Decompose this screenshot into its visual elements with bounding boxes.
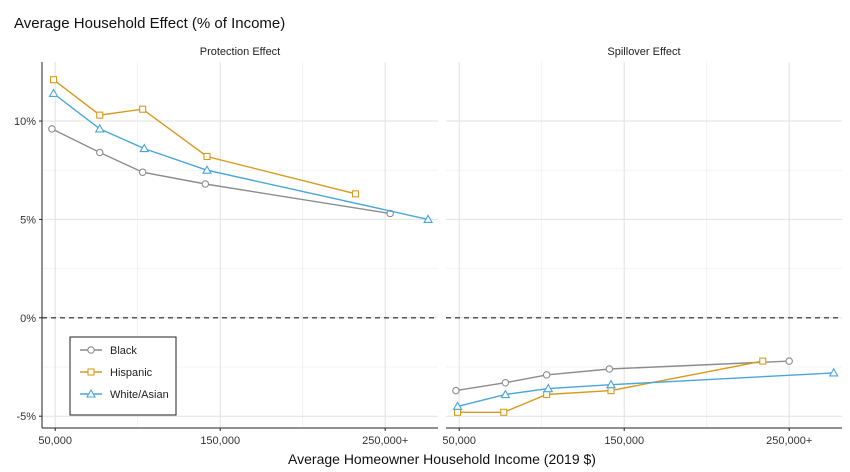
series-black xyxy=(48,125,394,218)
data-point xyxy=(452,401,463,410)
data-point xyxy=(501,378,510,387)
legend: Black Hispanic White/Asian xyxy=(69,336,177,416)
x-tick-label: 50,000 xyxy=(38,435,72,447)
grid xyxy=(446,62,842,428)
data-point xyxy=(202,165,212,174)
data-point xyxy=(543,383,554,393)
legend-item-white-asian: White/Asian xyxy=(80,388,169,401)
series-hispanic xyxy=(49,76,360,198)
data-point xyxy=(542,371,551,379)
panel-title: Protection Effect xyxy=(200,46,281,58)
data-point xyxy=(606,379,616,389)
data-point xyxy=(48,88,59,98)
legend-swatch-marker xyxy=(87,368,95,376)
x-tick-label: 50,000 xyxy=(442,435,476,447)
data-point xyxy=(500,389,511,399)
data-point xyxy=(138,168,147,176)
data-point xyxy=(96,148,104,157)
series-line xyxy=(53,79,356,195)
legend-item-black: Black xyxy=(80,345,137,357)
legend-label: Hispanic xyxy=(110,367,153,379)
y-tick-label: 5% xyxy=(20,214,36,226)
y-tick-label: 10% xyxy=(14,116,36,128)
data-point xyxy=(452,386,460,395)
data-point xyxy=(423,214,434,223)
chart-title: Average Household Effect (% of Income) xyxy=(14,15,285,32)
legend-swatch-marker xyxy=(86,388,96,398)
y-tick-label: 0% xyxy=(20,313,36,325)
panel-spillover-effect: Spillover Effect 50,000 150,000 250,000+ xyxy=(442,46,842,447)
series-white-asian xyxy=(452,367,839,410)
panel-title: Spillover Effect xyxy=(607,46,680,58)
data-point xyxy=(759,357,767,365)
data-point xyxy=(139,105,147,113)
legend-label: White/Asian xyxy=(110,389,169,401)
series-white-asian xyxy=(48,88,434,223)
data-point xyxy=(94,123,105,133)
data-point xyxy=(96,111,104,119)
series-line xyxy=(51,128,391,215)
series-line xyxy=(457,372,834,408)
x-tick-label: 150,000 xyxy=(604,435,644,447)
x-tick-label: 250,000+ xyxy=(362,435,408,447)
data-point xyxy=(351,190,360,198)
x-tick-label: 250,000+ xyxy=(766,435,812,447)
legend-swatch-marker xyxy=(87,346,95,354)
data-point xyxy=(500,408,508,416)
data-point xyxy=(785,357,793,365)
data-point xyxy=(605,365,614,373)
panel-protection-effect: Protection Effect 50,000 150,000 250,000+ xyxy=(38,46,438,447)
legend-item-hispanic: Hispanic xyxy=(80,367,153,379)
data-point xyxy=(453,408,462,416)
data-point xyxy=(828,367,839,377)
data-point xyxy=(201,180,210,188)
data-point xyxy=(48,125,56,133)
x-tick-label: 150,000 xyxy=(200,435,240,447)
legend-label: Black xyxy=(110,345,137,357)
data-point xyxy=(49,76,58,84)
x-axis-label: Average Homeowner Household Income (2019… xyxy=(288,451,596,467)
y-axis: -5% 0% 5% 10% xyxy=(14,62,43,428)
data-point xyxy=(139,143,150,153)
series-black xyxy=(452,357,793,395)
data-point xyxy=(203,152,211,161)
data-point xyxy=(607,387,615,395)
data-point xyxy=(543,390,551,399)
y-tick-label: -5% xyxy=(16,411,36,423)
